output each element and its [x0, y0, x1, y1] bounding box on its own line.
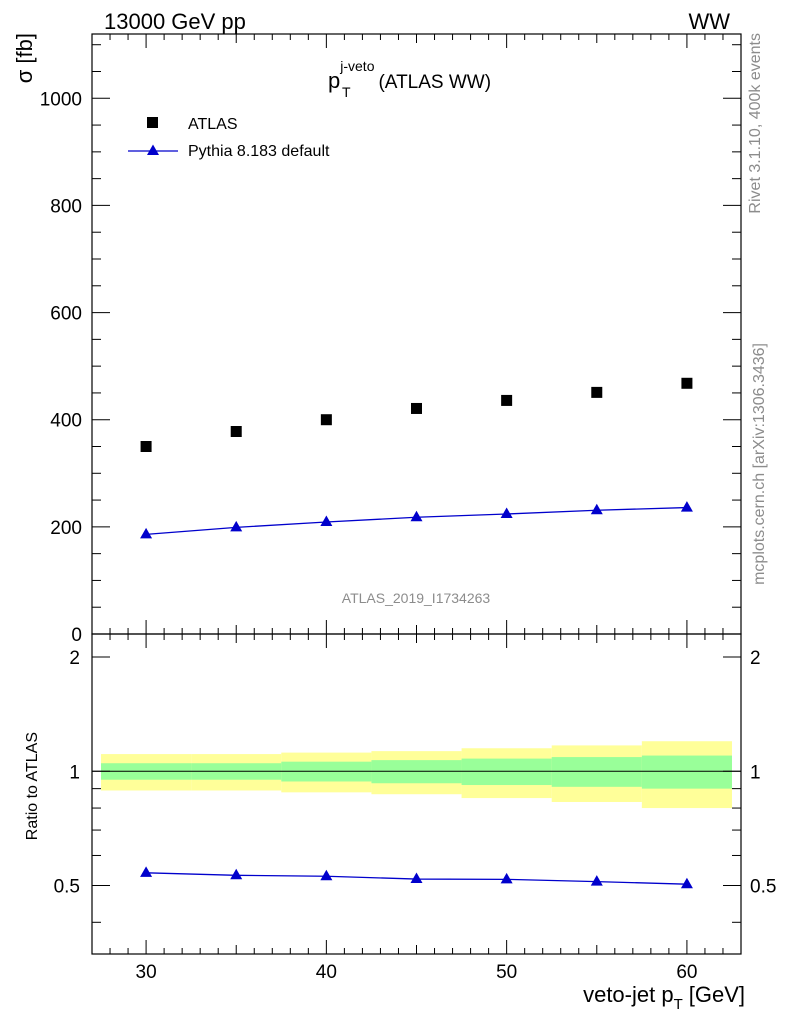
atlas-data-point [591, 386, 603, 398]
atlas-data-point [681, 377, 693, 389]
x-axis-label-sub: T [674, 996, 683, 1013]
ratio-tick-label-left: 1 [69, 762, 80, 783]
x-axis-label-main: veto-jet p [583, 982, 674, 1007]
y-tick-label: 800 [50, 196, 82, 217]
atlas-data-point [320, 414, 332, 426]
plot-title-rest: (ATLAS WW) [378, 72, 491, 93]
legend-pythia-label: Pythia 8.183 default [188, 143, 330, 160]
ratio-axis-label: Ratio to ATLAS [24, 732, 41, 840]
ratio-tick-label-right: 0.5 [750, 877, 776, 898]
x-axis-label: veto-jet pT [GeV] [583, 982, 745, 1013]
atlas-data-point [411, 402, 422, 414]
y-axis-label: σ [fb] [12, 33, 37, 83]
legend: ATLAS Pythia 8.183 default [128, 116, 330, 160]
ratio-inner-band [551, 757, 642, 787]
ratio-data-point [680, 877, 693, 889]
plot-title-sup: j-veto [339, 58, 374, 74]
ratio-data-point [410, 872, 423, 884]
ratio-data-point [140, 866, 153, 877]
x-tick-label: 40 [316, 962, 337, 983]
x-tick-label: 30 [136, 962, 157, 983]
plot-title-sub: T [342, 84, 351, 100]
mcplots-label: mcplots.cern.ch [arXiv:1306.3436] [751, 343, 768, 585]
ratio-tick-label-left: 0.5 [54, 877, 80, 898]
y-tick-label: 600 [50, 304, 82, 325]
pythia-data-point [320, 515, 333, 527]
atlas-data-point [230, 426, 242, 437]
ratio-tick-label-right: 2 [750, 648, 761, 669]
analysis-id-label: ATLAS_2019_I1734263 [342, 590, 491, 606]
rivet-version-label: Rivet 3.1.10, 400k events [747, 33, 764, 214]
atlas-data-point [140, 441, 152, 452]
ratio-uncertainty-bands [92, 741, 741, 809]
data-marks [140, 377, 693, 889]
ratio-data-point [590, 875, 603, 886]
axis-ticks [91, 34, 742, 954]
plot-title-main: p [328, 68, 340, 93]
header-energy-label: 13000 GeV pp [104, 9, 246, 34]
y-tick-label: 1000 [40, 89, 82, 110]
legend-atlas-marker [147, 117, 158, 128]
header-process-label: WW [688, 9, 730, 34]
pythia-data-point [680, 501, 693, 512]
x-tick-label: 50 [496, 962, 517, 983]
pythia-data-point [410, 510, 423, 522]
ratio-tick-label-left: 2 [69, 648, 80, 669]
y-tick-label: 0 [71, 625, 82, 646]
pythia-data-point [500, 507, 513, 518]
legend-pythia-marker [147, 144, 159, 155]
legend-atlas-label: ATLAS [188, 116, 238, 133]
ratio-data-point [320, 869, 333, 881]
plot-frames [91, 33, 742, 955]
pythia-data-point [590, 503, 603, 515]
x-axis-label-unit: [GeV] [689, 982, 745, 1007]
plot-title: pj-veto(ATLAS WW) [328, 58, 491, 93]
y-tick-label: 400 [50, 411, 82, 432]
x-tick-label: 60 [676, 962, 697, 983]
pythia-data-point [230, 520, 243, 532]
ratio-inner-band [461, 758, 552, 786]
ratio-data-point [500, 872, 513, 884]
ratio-data-point [230, 868, 243, 880]
ratio-inner-band [641, 755, 732, 789]
pythia-data-point [140, 527, 153, 539]
ratio-tick-label-right: 1 [750, 762, 761, 783]
atlas-data-point [501, 394, 513, 406]
y-tick-label: 200 [50, 518, 82, 539]
